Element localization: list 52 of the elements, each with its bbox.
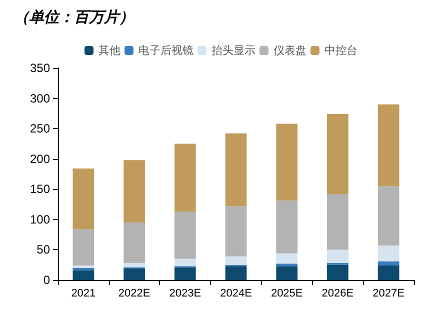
x-tick-label: 2027E [372, 288, 404, 300]
bar [378, 245, 400, 262]
bar [174, 144, 196, 212]
bar [327, 250, 348, 264]
bar [124, 268, 145, 280]
bar [327, 264, 348, 280]
bar [378, 261, 400, 266]
bar [174, 212, 196, 259]
bar [276, 253, 298, 264]
bar [378, 186, 400, 246]
x-tick-label: 2025E [270, 288, 303, 300]
legend-label: 其他 [98, 44, 120, 57]
x-tick-label: 2022E [118, 288, 150, 300]
legend-label: 电子后视镜 [138, 44, 194, 57]
y-tick-label: 250 [30, 122, 50, 136]
bar [72, 168, 94, 230]
y-tick-label: 300 [30, 91, 50, 106]
y-tick-label: 100 [30, 212, 50, 226]
bar [174, 258, 196, 266]
bar [378, 265, 400, 280]
x-tick-label: 2023E [169, 288, 202, 300]
y-tick-label: 200 [30, 152, 50, 166]
y-tick-label: 150 [30, 182, 50, 196]
y-tick-label: 50 [36, 242, 50, 257]
x-tick-label: 2024E [220, 288, 252, 300]
bar [225, 256, 247, 265]
bar [276, 266, 298, 280]
bar [225, 206, 247, 256]
bar [124, 160, 145, 222]
bar [72, 265, 94, 268]
bar [276, 124, 298, 201]
bar [124, 263, 145, 268]
bar [174, 267, 196, 280]
bar [72, 270, 94, 280]
bar [327, 194, 348, 250]
legend-label: 仪表盘 [274, 44, 306, 57]
bar [327, 114, 348, 194]
legend-label: 中控台 [324, 44, 358, 57]
bar [276, 264, 298, 266]
legend-label: 抬头显示 [212, 44, 256, 57]
chart-title: （单位：百万片） [14, 8, 134, 27]
bar [225, 266, 247, 280]
bar [378, 104, 400, 186]
bar [72, 268, 94, 270]
y-tick-label: 0 [43, 273, 50, 287]
x-tick-label: 2026E [322, 288, 354, 300]
bar [225, 133, 247, 206]
bar [124, 222, 145, 264]
y-tick-label: 350 [30, 61, 50, 75]
bar [72, 229, 94, 266]
x-tick-label: 2021 [71, 288, 96, 300]
bar [276, 200, 298, 254]
